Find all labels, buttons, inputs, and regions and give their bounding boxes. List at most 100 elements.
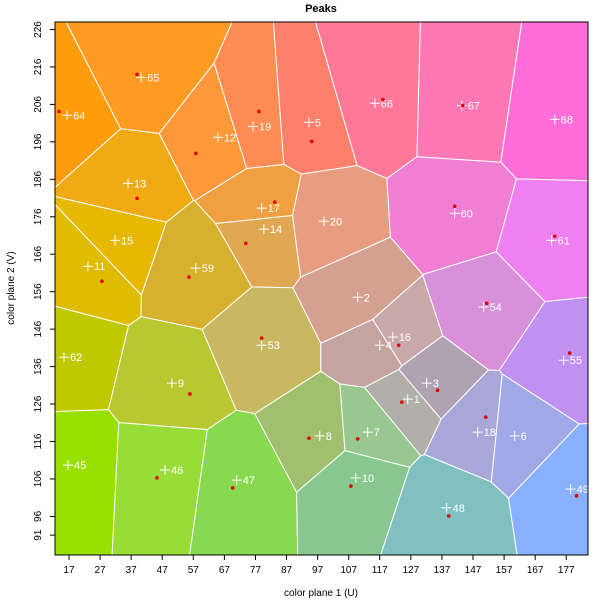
y-tick-label: 176 [33, 208, 44, 225]
peak-dot [272, 200, 277, 204]
y-tick-label: 96 [33, 510, 44, 522]
peak-cross [160, 464, 171, 475]
peak-cross [449, 208, 460, 219]
peak-label: 1 [414, 394, 420, 406]
peak-label: 19 [259, 122, 271, 134]
peak-dot [57, 109, 61, 114]
peak-cross [62, 110, 73, 121]
x-tick-label: 17 [63, 565, 75, 576]
peak-dot [187, 275, 191, 279]
chart-title: Peaks [305, 3, 337, 15]
y-tick-label: 156 [33, 283, 44, 300]
peak-label: 18 [484, 427, 496, 439]
peak-dot [381, 97, 385, 102]
peak-cross [247, 121, 258, 132]
peak-cross [472, 427, 483, 438]
x-tick-label: 127 [403, 565, 420, 576]
peak-dot [446, 514, 451, 518]
peak-label: 53 [268, 340, 280, 352]
peak-label: 55 [570, 355, 582, 367]
peak-dot [349, 484, 353, 488]
peak-dot [230, 486, 235, 490]
peak-label: 15 [121, 235, 133, 247]
cell [379, 453, 518, 556]
peak-dot [567, 351, 572, 355]
peak-dot [400, 400, 404, 404]
peak-dot [155, 476, 159, 480]
y-tick-label: 226 [33, 21, 44, 38]
peak-dot [188, 392, 192, 396]
peak-cross [166, 378, 177, 389]
peak-label: 64 [73, 110, 85, 122]
x-tick-label: 137 [434, 565, 451, 576]
x-tick-label: 117 [372, 565, 388, 576]
peak-label: 9 [178, 378, 184, 390]
peak-cross [136, 72, 147, 83]
peak-cross [374, 340, 385, 351]
peak-dot [307, 436, 311, 440]
peak-label: 20 [330, 216, 342, 228]
peak-label: 66 [381, 98, 393, 110]
y-tick-label: 186 [33, 171, 44, 188]
peak-dot [483, 415, 488, 419]
y-tick-label: 106 [33, 470, 44, 487]
peak-dot [100, 279, 104, 283]
peak-label: 54 [490, 302, 502, 314]
x-tick-label: 147 [465, 565, 482, 576]
peak-dot [396, 343, 401, 348]
peak-cross [369, 98, 380, 109]
peak-cross [59, 352, 70, 363]
peak-dot [135, 72, 139, 77]
peak-dot [259, 336, 264, 340]
peak-dot [552, 234, 557, 239]
y-tick-label: 196 [33, 133, 44, 150]
peak-cross [123, 178, 134, 189]
peak-cross [231, 475, 242, 486]
plot-frame [54, 21, 589, 556]
peak-label: 10 [362, 473, 374, 485]
peak-cross [387, 332, 398, 343]
peak-cross [318, 216, 329, 227]
peak-cross [352, 292, 363, 303]
peak-label: 6 [521, 431, 527, 443]
peak-cross [549, 114, 560, 125]
peak-dot [309, 139, 314, 144]
peak-cross [256, 203, 267, 214]
peak-label: 13 [134, 178, 146, 190]
x-tick-label: 67 [219, 565, 231, 576]
peak-cross [82, 261, 93, 272]
peak-label: 68 [561, 114, 573, 126]
x-tick-label: 27 [95, 565, 107, 576]
peak-label: 62 [70, 352, 82, 364]
y-tick-label: 146 [33, 320, 44, 337]
peak-label: 12 [224, 132, 236, 144]
peak-cross [212, 132, 223, 143]
peak-label: 47 [243, 475, 255, 487]
peak-label: 17 [268, 203, 280, 215]
peak-label: 65 [147, 72, 159, 84]
peak-cross [109, 235, 120, 246]
peak-cross [546, 235, 557, 246]
peak-dot [460, 103, 465, 108]
x-tick-label: 77 [250, 565, 262, 576]
peak-cross [190, 263, 201, 274]
peak-cross [441, 502, 452, 513]
peak-dot [135, 196, 139, 201]
peak-cross [509, 430, 520, 441]
peak-label: 60 [461, 208, 473, 220]
peak-label: 11 [94, 261, 105, 273]
x-tick-label: 167 [527, 565, 544, 576]
peak-cross [478, 302, 489, 313]
peak-label: 48 [453, 503, 465, 515]
x-tick-label: 97 [312, 565, 324, 576]
x-axis-label: color plane 1 (U) [284, 588, 358, 599]
x-tick-label: 177 [558, 565, 575, 576]
peak-dot [355, 437, 360, 441]
peak-cross [258, 224, 269, 235]
peak-cross [63, 460, 74, 471]
peak-cross [303, 117, 314, 128]
peak-label: 2 [364, 292, 370, 304]
peak-label: 16 [399, 332, 411, 344]
y-tick-label: 136 [33, 358, 44, 375]
